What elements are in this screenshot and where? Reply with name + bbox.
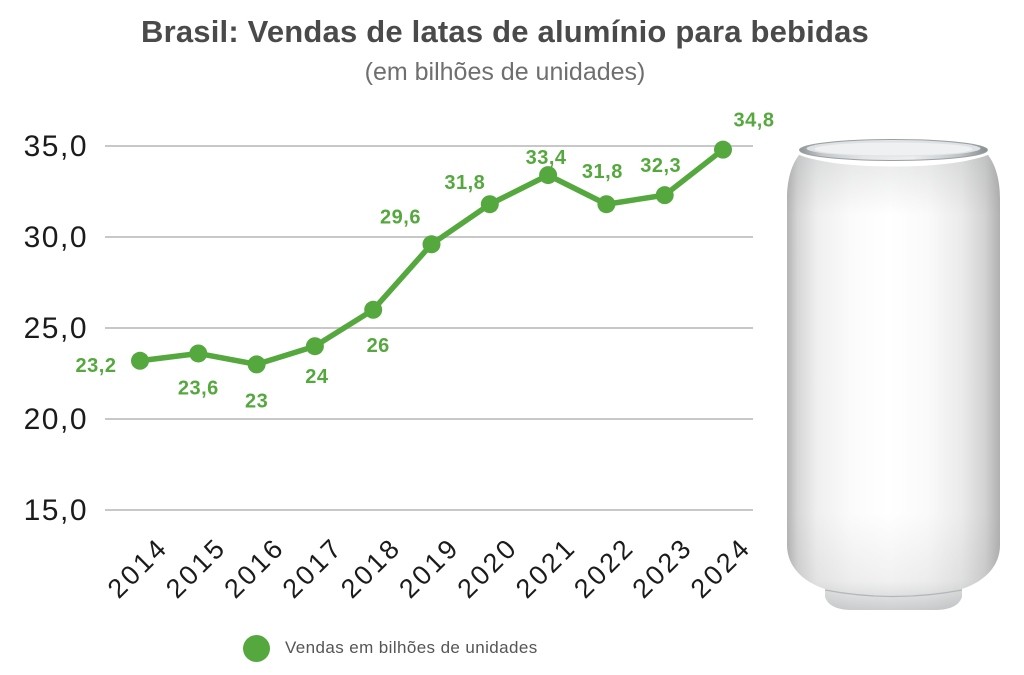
data-point [655,186,674,205]
data-label: 23,2 [76,355,117,377]
y-tick-label: 20,0 [24,403,88,436]
x-tick-label: 2015 [160,532,232,604]
data-label: 34,8 [734,110,775,132]
data-label: 31,8 [582,161,623,183]
data-point [247,355,266,374]
data-point [422,235,441,254]
data-label: 23 [245,390,268,412]
x-tick-label: 2016 [218,532,290,604]
data-label: 32,3 [640,155,681,177]
data-label: 29,6 [380,206,421,228]
data-point [189,344,208,363]
chart-title: Brasil: Vendas de latas de alumínio para… [140,14,870,49]
data-point [714,140,732,159]
y-tick-label: 35,0 [24,130,88,163]
legend-marker-icon [243,634,270,662]
can-lid [799,139,988,161]
sales-line-chart: 35,0 30,0 25,0 20,0 15,0 20142015201620172018… [24,110,775,604]
aluminum-can-image [787,139,1000,610]
can-body [787,155,1000,610]
chart-subtitle: (em bilhões de unidades) [364,58,646,86]
x-tick-label: 2023 [626,532,698,604]
data-point [305,337,324,356]
data-point [364,300,383,319]
data-label: 33,4 [526,147,567,169]
y-tick-label: 15,0 [24,494,88,527]
chart-legend: Vendas em bilhões de unidades [243,634,538,662]
x-tick-label: 2014 [102,532,174,604]
x-tick-label: 2021 [510,532,582,604]
data-point [539,166,558,185]
x-tick-label: 2022 [568,532,640,604]
legend-label: Vendas em bilhões de unidades [285,638,538,657]
x-tick-label: 2018 [335,532,407,604]
x-tick-label: 2017 [277,532,349,604]
data-point [131,351,149,370]
data-label: 24 [305,366,329,388]
y-tick-label: 25,0 [24,312,88,345]
x-tick-label: 2019 [393,532,465,604]
data-label: 26 [367,335,390,357]
x-tick-label: 2024 [685,532,757,604]
data-label: 31,8 [444,172,485,194]
data-point [480,195,499,214]
sales-line [137,146,726,368]
x-tick-label: 2020 [452,532,524,604]
data-label: 23,6 [178,377,219,399]
data-point [597,195,616,214]
y-tick-label: 30,0 [24,221,88,254]
